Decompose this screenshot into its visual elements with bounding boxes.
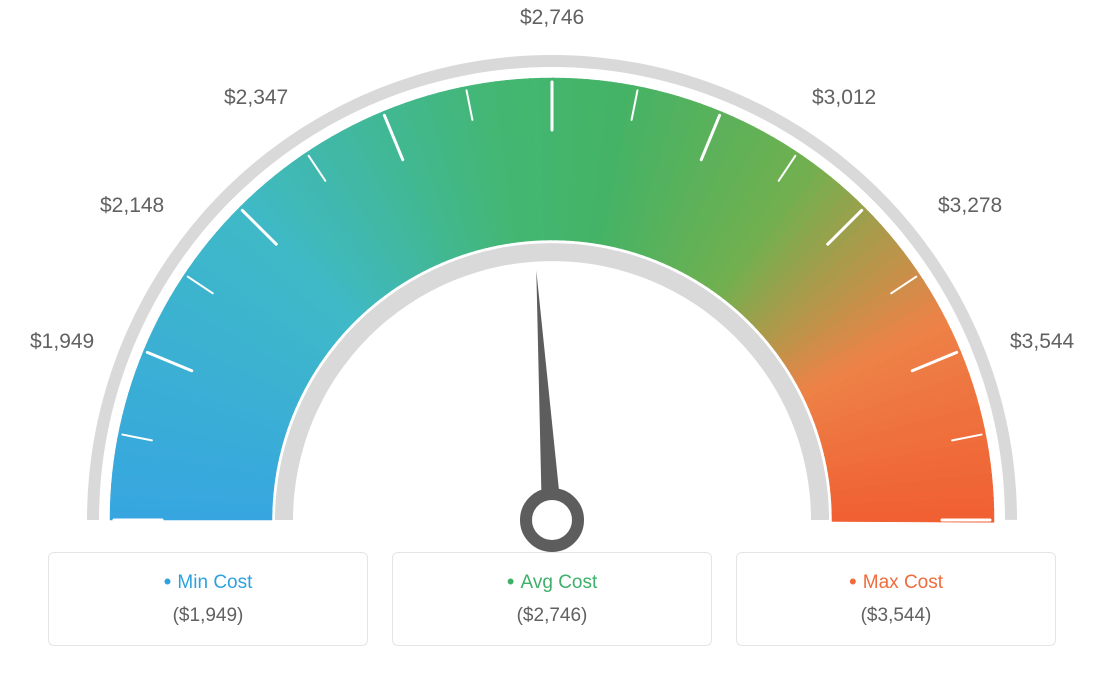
gauge-tick-label: $3,278 xyxy=(938,194,1002,218)
gauge-tick-label: $2,746 xyxy=(520,6,584,30)
cost-gauge: $1,949$2,148$2,347$2,746$3,012$3,278$3,5… xyxy=(40,0,1064,540)
gauge-tick-label: $2,347 xyxy=(224,86,288,110)
legend-card-max: Max Cost ($3,544) xyxy=(736,552,1056,646)
legend-min-value: ($1,949) xyxy=(49,605,367,627)
legend-avg-value: ($2,746) xyxy=(393,605,711,627)
gauge-needle-hub xyxy=(526,494,578,546)
gauge-tick-label: $3,012 xyxy=(812,86,876,110)
gauge-tick-label: $3,544 xyxy=(1010,330,1074,354)
gauge-tick-label: $2,148 xyxy=(100,194,164,218)
legend-max-label: Max Cost xyxy=(737,569,1055,595)
legend-card-avg: Avg Cost ($2,746) xyxy=(392,552,712,646)
legend-card-min: Min Cost ($1,949) xyxy=(48,552,368,646)
legend-min-label: Min Cost xyxy=(49,569,367,595)
legend-avg-label: Avg Cost xyxy=(393,569,711,595)
legend-max-value: ($3,544) xyxy=(737,605,1055,627)
gauge-tick-label: $1,949 xyxy=(30,330,94,354)
gauge-svg xyxy=(40,0,1064,560)
legend-row: Min Cost ($1,949) Avg Cost ($2,746) Max … xyxy=(0,552,1104,646)
gauge-needle xyxy=(536,270,562,520)
